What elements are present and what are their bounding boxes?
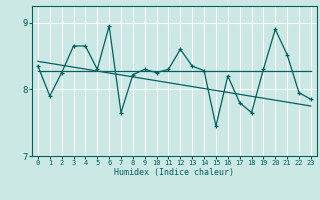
X-axis label: Humidex (Indice chaleur): Humidex (Indice chaleur) (115, 168, 234, 177)
